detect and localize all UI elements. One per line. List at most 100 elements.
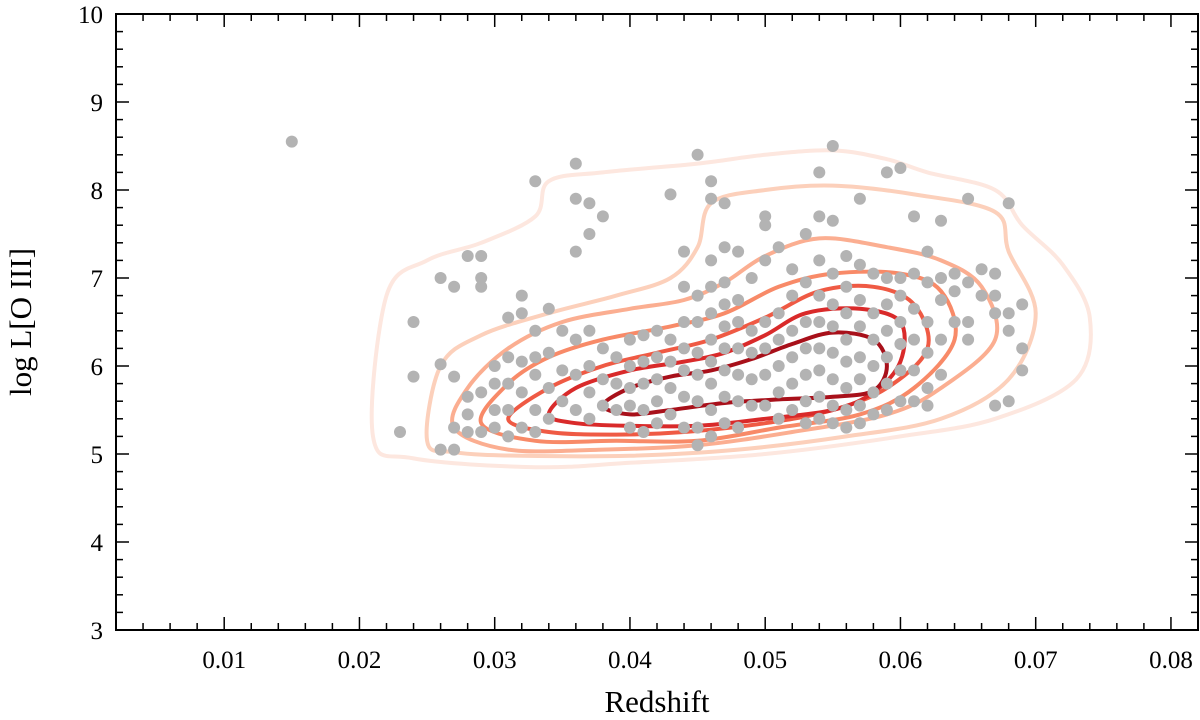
- y-tick-label: 9: [91, 90, 104, 117]
- data-point: [880, 404, 893, 416]
- data-point: [556, 395, 569, 408]
- data-point: [569, 333, 582, 346]
- contour-level-1: [369, 148, 1093, 470]
- data-point: [840, 421, 853, 434]
- data-point: [691, 316, 704, 328]
- data-point: [569, 404, 582, 416]
- data-point: [921, 399, 934, 412]
- data-point: [542, 382, 555, 394]
- data-point: [1016, 364, 1029, 377]
- data-point: [962, 192, 975, 205]
- data-point: [732, 368, 745, 381]
- data-point: [583, 324, 596, 337]
- data-point: [502, 377, 515, 390]
- data-point: [989, 399, 1002, 412]
- data-point: [853, 192, 866, 205]
- data-point: [745, 373, 758, 386]
- data-point: [529, 368, 542, 381]
- data-point: [826, 373, 839, 386]
- data-point: [596, 210, 609, 223]
- data-point: [908, 364, 920, 377]
- data-point: [623, 333, 636, 346]
- data-point: [732, 342, 745, 355]
- data-point: [745, 399, 758, 412]
- data-point: [853, 373, 866, 386]
- data-point: [542, 302, 555, 315]
- data-point: [1002, 324, 1015, 337]
- data-point: [745, 346, 758, 359]
- x-axis-label: Redshift: [604, 684, 709, 719]
- data-point: [867, 333, 880, 346]
- data-point: [542, 346, 555, 359]
- data-point: [826, 267, 839, 280]
- data-point: [678, 280, 690, 293]
- data-point: [556, 364, 569, 377]
- data-point: [691, 346, 704, 359]
- data-point: [678, 342, 690, 355]
- data-point: [813, 210, 826, 223]
- data-point: [434, 358, 447, 371]
- data-point: [718, 197, 731, 210]
- data-point: [935, 272, 947, 284]
- data-point: [596, 399, 609, 412]
- data-point: [732, 395, 745, 408]
- data-point: [623, 421, 636, 434]
- data-point: [1002, 197, 1015, 210]
- data-point: [556, 324, 569, 337]
- data-point: [813, 316, 826, 328]
- data-point: [569, 192, 582, 205]
- data-point: [826, 399, 839, 412]
- data-point: [691, 368, 704, 381]
- data-point: [867, 408, 880, 421]
- data-point: [880, 272, 893, 284]
- data-point: [718, 320, 731, 333]
- data-point: [759, 399, 772, 412]
- data-point: [678, 364, 690, 377]
- data-point: [718, 364, 731, 377]
- data-point: [908, 333, 920, 346]
- data-point: [799, 368, 812, 381]
- data-point: [637, 426, 650, 438]
- data-point: [664, 408, 677, 421]
- data-point: [826, 417, 839, 430]
- data-point: [799, 342, 812, 355]
- data-point: [759, 342, 772, 355]
- data-point: [651, 417, 663, 430]
- data-point: [542, 412, 555, 425]
- data-point: [407, 316, 420, 328]
- y-tick-label: 8: [91, 178, 104, 205]
- data-point: [678, 245, 690, 258]
- data-point: [975, 289, 988, 302]
- data-point: [921, 316, 934, 328]
- data-point: [448, 370, 461, 383]
- data-point: [488, 377, 501, 390]
- data-point: [691, 148, 704, 161]
- data-point: [461, 250, 474, 262]
- data-point: [475, 272, 488, 284]
- data-point: [475, 386, 488, 399]
- data-point: [894, 272, 907, 284]
- data-point: [880, 351, 893, 364]
- data-point: [772, 360, 785, 372]
- data-point: [529, 175, 542, 188]
- data-point: [880, 298, 893, 311]
- data-point: [637, 329, 650, 342]
- data-point: [718, 342, 731, 355]
- data-point: [826, 214, 839, 227]
- data-point: [786, 404, 799, 416]
- data-point: [840, 250, 853, 262]
- data-point: [488, 421, 501, 434]
- data-point: [867, 360, 880, 372]
- data-point: [691, 395, 704, 408]
- data-point: [475, 426, 488, 438]
- data-point: [989, 307, 1002, 320]
- data-point: [948, 267, 961, 280]
- data-point: [718, 417, 731, 430]
- data-point: [705, 175, 718, 188]
- data-point: [894, 316, 907, 328]
- data-point: [718, 276, 731, 289]
- data-point: [880, 377, 893, 390]
- data-point: [853, 294, 866, 306]
- data-point: [826, 140, 839, 152]
